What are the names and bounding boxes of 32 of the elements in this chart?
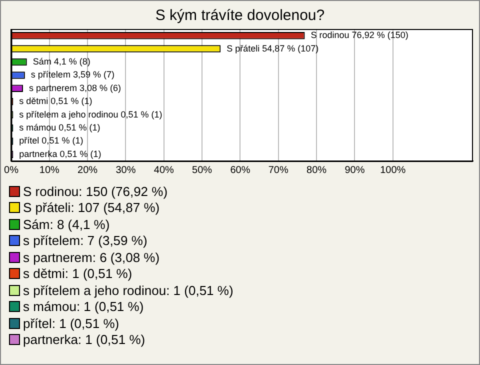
x-tick-label: 90% xyxy=(344,164,365,176)
data-label: s dětmi 0,51 % (1) xyxy=(19,96,92,106)
x-tick-label: 10% xyxy=(39,164,60,176)
x-tick-label: 70% xyxy=(268,164,288,176)
legend-label: přítel: 1 (0,51 %) xyxy=(23,316,120,331)
legend-label: S rodinou: 150 (76,92 %) xyxy=(23,184,168,199)
legend-label: s dětmi: 1 (0,51 %) xyxy=(23,266,132,282)
legend-label: s mámou: 1 (0,51 %) xyxy=(23,299,144,314)
data-label: S rodinou 76,92 % (150) xyxy=(310,30,408,40)
x-tick-label: 60% xyxy=(230,164,250,176)
legend-label: s přítelem: 7 (3,59 %) xyxy=(23,233,148,248)
data-label: přítel 0,51 % (1) xyxy=(19,136,84,146)
x-tick-label: 0% xyxy=(4,164,19,176)
x-tick-label: 30% xyxy=(116,164,136,176)
legend-label: partnerka: 1 (0,51 %) xyxy=(23,332,146,348)
legend-label: Sám: 8 (4,1 %) xyxy=(23,216,110,232)
data-label: s přítelem 3,59 % (7) xyxy=(30,70,114,80)
data-label: s mámou 0,51 % (1) xyxy=(19,122,100,132)
chart-title: S kým trávíte dovolenou? xyxy=(154,7,326,26)
data-label: s přítelem a jeho rodinou 0,51 % (1) xyxy=(19,109,162,120)
legend-label: s přítelem a jeho rodinou: 1 (0,51 %) xyxy=(23,282,234,298)
data-label: S přáteli 54,87 % (107) xyxy=(226,43,319,54)
x-tick-label: 80% xyxy=(306,164,327,176)
x-tick-label: 100% xyxy=(380,164,406,176)
data-label: partnerka 0,51 % (1) xyxy=(19,148,102,159)
data-label: Sám 4,1 % (8) xyxy=(32,56,90,66)
x-tick-label: 40% xyxy=(154,164,174,176)
legend-label: s partnerem: 6 (3,08 %) xyxy=(23,250,160,265)
legend-label: S přáteli: 107 (54,87 %) xyxy=(23,200,160,216)
x-tick-label: 20% xyxy=(78,164,98,176)
x-tick-label: 50% xyxy=(192,164,212,176)
data-label: s partnerem 3,08 % (6) xyxy=(28,82,122,93)
